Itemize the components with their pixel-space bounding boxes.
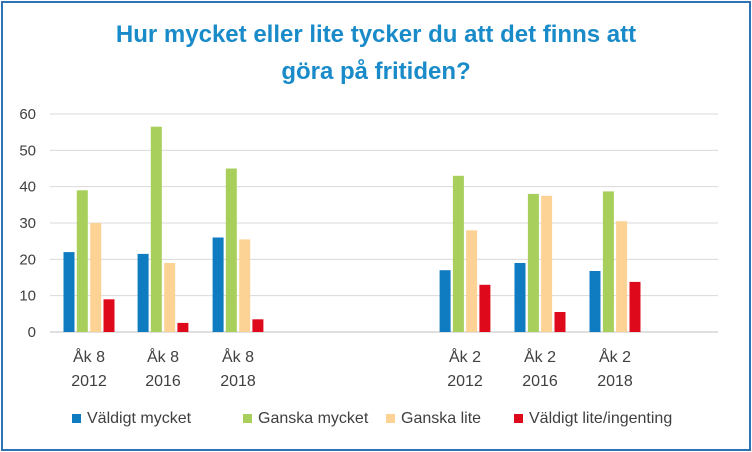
x-tick-label: Åk 8	[222, 347, 254, 366]
bar	[137, 253, 149, 332]
bar	[589, 271, 601, 332]
legend-label: Väldigt lite/ingenting	[529, 410, 673, 427]
y-tick-label: 60	[19, 106, 36, 123]
bar	[103, 299, 115, 332]
bar	[452, 175, 464, 332]
legend-label: Ganska mycket	[258, 410, 369, 427]
bar	[602, 191, 614, 332]
bar	[76, 190, 88, 332]
x-tick-label: 2018	[220, 373, 256, 390]
x-tick-label: 2012	[447, 373, 483, 390]
bar	[212, 237, 224, 332]
x-tick-label: Åk 2	[449, 347, 481, 366]
bar	[252, 319, 264, 332]
bar	[90, 223, 102, 332]
y-tick-label: 30	[19, 215, 36, 232]
x-tick-label: Åk 2	[524, 347, 556, 366]
legend-swatch	[72, 414, 81, 423]
legend-swatch	[386, 414, 395, 423]
bar	[225, 168, 237, 332]
x-tick-label: Åk 8	[73, 347, 105, 366]
bar	[439, 270, 451, 332]
bar	[629, 281, 641, 332]
legend-label: Ganska lite	[401, 410, 482, 427]
x-tick-label: 2012	[71, 373, 107, 390]
bar	[554, 312, 566, 332]
x-tick-label: 2016	[145, 373, 181, 390]
bar	[177, 322, 189, 332]
legend-swatch	[514, 414, 523, 423]
bar	[616, 221, 628, 332]
y-tick-label: 40	[19, 179, 36, 196]
x-tick-label: 2018	[597, 373, 633, 390]
y-tick-label: 50	[19, 142, 36, 159]
x-tick-label: Åk 8	[147, 347, 179, 366]
x-tick-label: 2016	[522, 373, 558, 390]
y-tick-label: 10	[19, 288, 36, 305]
legend-label: Väldigt mycket	[87, 410, 192, 427]
y-tick-label: 20	[19, 251, 36, 268]
bar	[527, 193, 539, 332]
bar	[466, 230, 478, 332]
chart-title-line-2: göra på fritiden?	[281, 58, 471, 85]
bar	[150, 126, 162, 332]
chart-title-line-1: Hur mycket eller lite tycker du att det …	[115, 21, 637, 48]
bar	[479, 284, 491, 332]
bar	[239, 239, 251, 332]
bar	[63, 252, 75, 332]
bar	[541, 195, 553, 333]
y-tick-label: 0	[28, 324, 36, 341]
bar	[514, 263, 526, 332]
x-tick-label: Åk 2	[599, 347, 631, 366]
bar	[164, 263, 176, 332]
legend-swatch	[243, 414, 252, 423]
